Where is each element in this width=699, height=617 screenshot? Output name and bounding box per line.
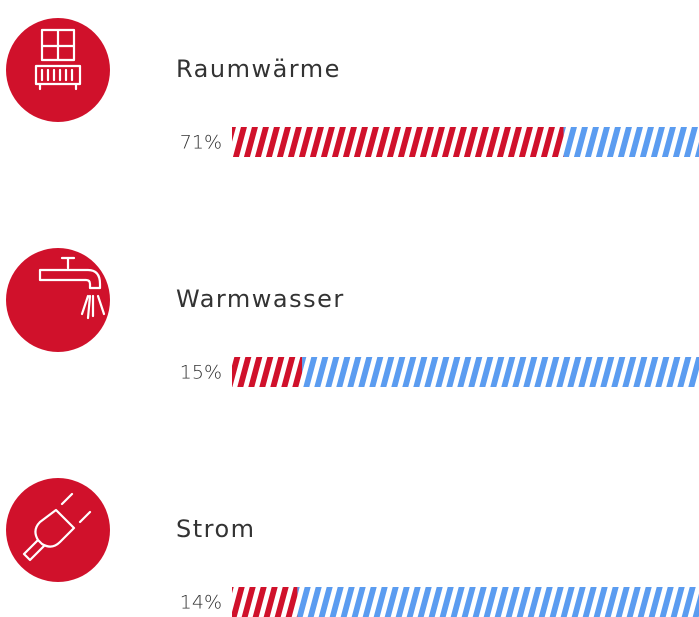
value-label: 71%: [180, 132, 222, 154]
category-label: Strom: [176, 515, 256, 543]
bar-remainder: [297, 587, 699, 617]
category-label: Warmwasser: [176, 285, 345, 313]
bar: [232, 587, 298, 617]
bar: [232, 127, 564, 157]
bar-remainder: [563, 127, 699, 157]
bar-remainder: [302, 357, 699, 387]
icon-heating: [6, 18, 110, 122]
value-label: 14%: [180, 592, 222, 614]
icon-plug: [6, 478, 110, 582]
bar: [232, 357, 303, 387]
value-label: 15%: [180, 362, 222, 384]
category-label: Raumwärme: [176, 55, 341, 83]
icon-tap: [6, 248, 110, 352]
